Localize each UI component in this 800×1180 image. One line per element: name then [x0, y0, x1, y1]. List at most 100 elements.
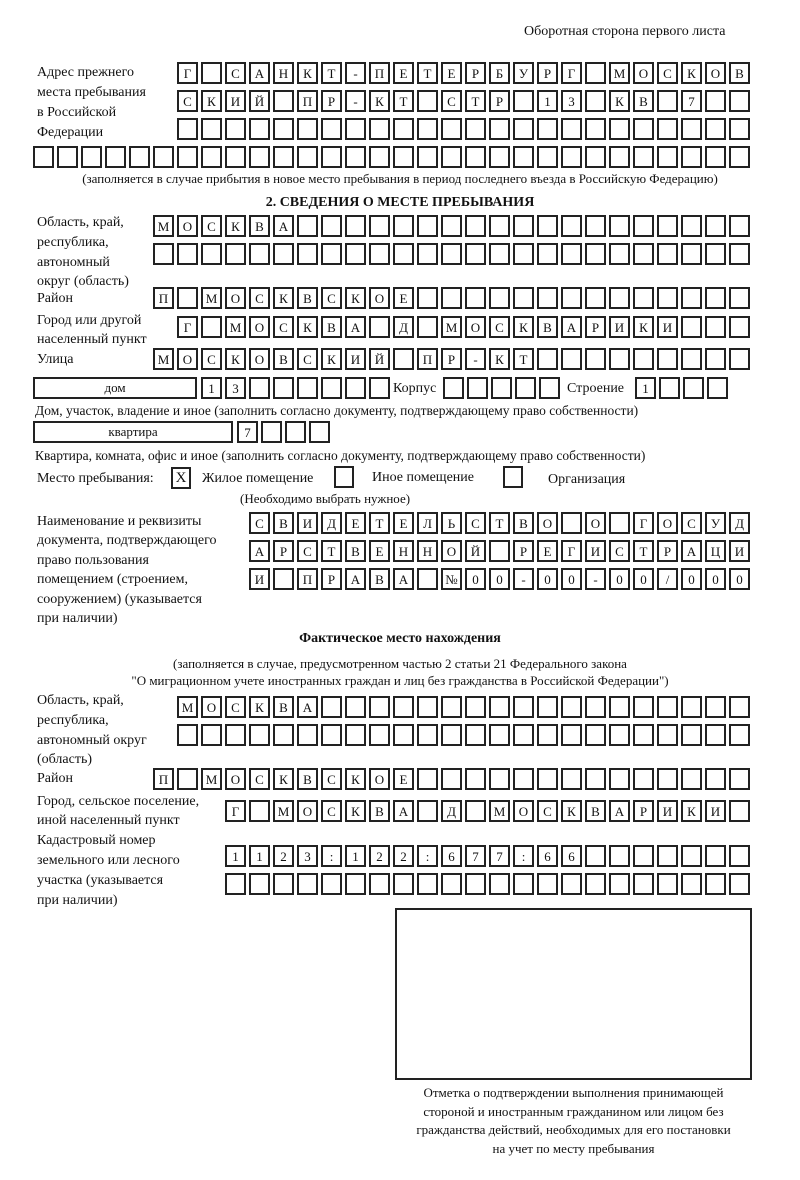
char-cell[interactable]: [393, 146, 414, 168]
char-cell[interactable]: [417, 768, 438, 790]
char-cell[interactable]: Й: [369, 348, 390, 370]
region-row-2[interactable]: [153, 243, 753, 265]
prev-address-row-3[interactable]: [177, 118, 753, 140]
char-cell[interactable]: И: [585, 540, 606, 562]
char-cell[interactable]: [657, 724, 678, 746]
char-cell[interactable]: Г: [561, 62, 582, 84]
char-cell[interactable]: В: [297, 768, 318, 790]
char-cell[interactable]: [585, 243, 606, 265]
char-cell[interactable]: [705, 768, 726, 790]
char-cell[interactable]: И: [225, 90, 246, 112]
char-cell[interactable]: К: [681, 800, 702, 822]
char-cell[interactable]: -: [513, 568, 534, 590]
char-cell[interactable]: [729, 724, 750, 746]
char-cell[interactable]: В: [297, 287, 318, 309]
char-cell[interactable]: [585, 62, 606, 84]
char-cell[interactable]: [489, 243, 510, 265]
char-cell[interactable]: [657, 146, 678, 168]
char-cell[interactable]: [441, 118, 462, 140]
char-cell[interactable]: [321, 696, 342, 718]
char-cell[interactable]: [585, 348, 606, 370]
char-cell[interactable]: [537, 287, 558, 309]
char-cell[interactable]: Р: [441, 348, 462, 370]
char-cell[interactable]: В: [537, 316, 558, 338]
char-cell[interactable]: [369, 316, 390, 338]
char-cell[interactable]: [177, 768, 198, 790]
char-cell[interactable]: О: [369, 287, 390, 309]
char-cell[interactable]: С: [321, 287, 342, 309]
char-cell[interactable]: К: [345, 287, 366, 309]
char-cell[interactable]: [585, 90, 606, 112]
char-cell[interactable]: [441, 873, 462, 895]
char-cell[interactable]: 1: [635, 377, 656, 399]
house-type-field[interactable]: дом: [33, 377, 197, 399]
char-cell[interactable]: [729, 348, 750, 370]
char-cell[interactable]: [561, 287, 582, 309]
char-cell[interactable]: [369, 118, 390, 140]
char-cell[interactable]: [417, 568, 438, 590]
char-cell[interactable]: И: [297, 512, 318, 534]
char-cell[interactable]: [561, 348, 582, 370]
char-cell[interactable]: Р: [273, 540, 294, 562]
char-cell[interactable]: [633, 696, 654, 718]
char-cell[interactable]: К: [225, 348, 246, 370]
char-cell[interactable]: [513, 243, 534, 265]
prev-address-row-4[interactable]: [33, 146, 753, 168]
char-cell[interactable]: 0: [729, 568, 750, 590]
char-cell[interactable]: С: [681, 512, 702, 534]
char-cell[interactable]: [515, 377, 536, 399]
char-cell[interactable]: [273, 724, 294, 746]
char-cell[interactable]: 3: [561, 90, 582, 112]
char-cell[interactable]: С: [321, 800, 342, 822]
char-cell[interactable]: [369, 377, 390, 399]
char-cell[interactable]: 1: [249, 845, 270, 867]
char-cell[interactable]: [681, 873, 702, 895]
char-cell[interactable]: О: [585, 512, 606, 534]
char-cell[interactable]: [513, 696, 534, 718]
char-cell[interactable]: С: [249, 512, 270, 534]
char-cell[interactable]: О: [297, 800, 318, 822]
char-cell[interactable]: Р: [321, 90, 342, 112]
char-cell[interactable]: [537, 348, 558, 370]
char-cell[interactable]: [609, 512, 630, 534]
char-cell[interactable]: А: [249, 540, 270, 562]
char-cell[interactable]: [609, 287, 630, 309]
char-cell[interactable]: [729, 146, 750, 168]
char-cell[interactable]: [153, 146, 174, 168]
char-cell[interactable]: К: [561, 800, 582, 822]
char-cell[interactable]: [369, 696, 390, 718]
char-cell[interactable]: 2: [393, 845, 414, 867]
checkbox-other-premises[interactable]: [334, 466, 354, 488]
char-cell[interactable]: [681, 146, 702, 168]
char-cell[interactable]: Т: [633, 540, 654, 562]
char-cell[interactable]: [261, 421, 282, 443]
char-cell[interactable]: [633, 768, 654, 790]
char-cell[interactable]: В: [369, 568, 390, 590]
char-cell[interactable]: 1: [225, 845, 246, 867]
char-cell[interactable]: К: [297, 316, 318, 338]
char-cell[interactable]: М: [177, 696, 198, 718]
char-cell[interactable]: [417, 146, 438, 168]
korpus-row[interactable]: [443, 377, 563, 399]
char-cell[interactable]: Д: [729, 512, 750, 534]
char-cell[interactable]: П: [297, 90, 318, 112]
char-cell[interactable]: [633, 118, 654, 140]
char-cell[interactable]: [105, 146, 126, 168]
char-cell[interactable]: [657, 873, 678, 895]
char-cell[interactable]: И: [729, 540, 750, 562]
char-cell[interactable]: [345, 377, 366, 399]
char-cell[interactable]: Т: [369, 512, 390, 534]
char-cell[interactable]: М: [201, 768, 222, 790]
char-cell[interactable]: У: [705, 512, 726, 534]
char-cell[interactable]: [297, 243, 318, 265]
char-cell[interactable]: О: [537, 512, 558, 534]
char-cell[interactable]: О: [513, 800, 534, 822]
char-cell[interactable]: М: [273, 800, 294, 822]
char-cell[interactable]: [537, 118, 558, 140]
char-cell[interactable]: И: [609, 316, 630, 338]
char-cell[interactable]: [609, 768, 630, 790]
